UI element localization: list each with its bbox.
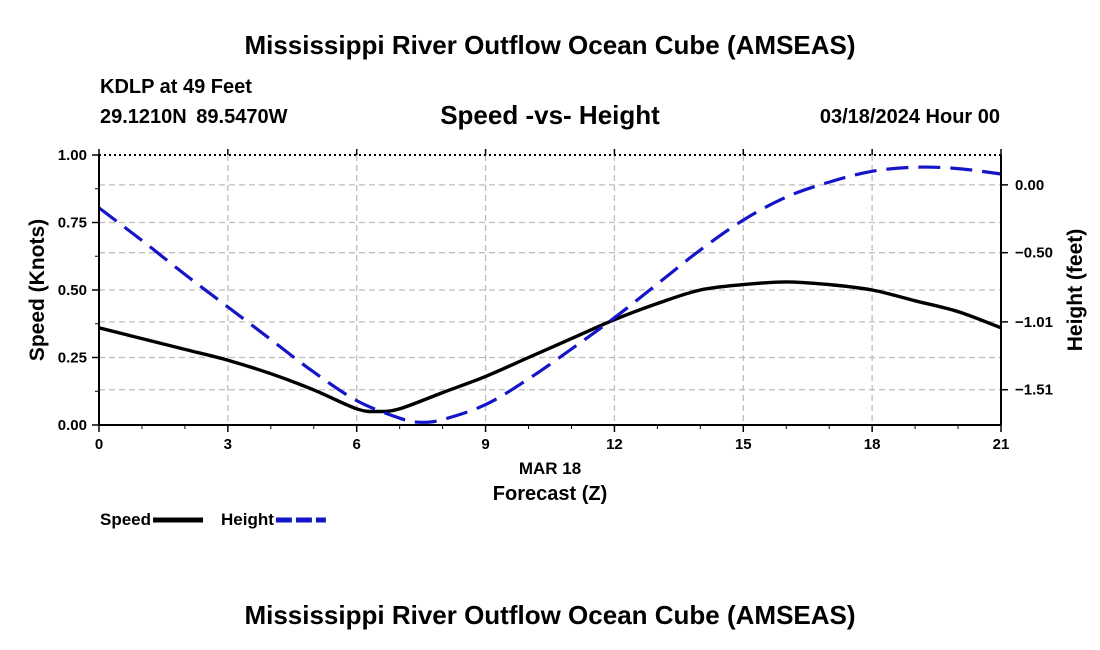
y-tick-label-right: −0.50 xyxy=(1015,245,1053,262)
x-tick-label: 12 xyxy=(606,436,623,453)
legend: Speed Height xyxy=(100,510,326,529)
x-tick-label: 6 xyxy=(353,436,361,453)
y-tick-label-left: 1.00 xyxy=(58,147,87,164)
grid-lines xyxy=(99,155,1001,425)
y-tick-label-right: −1.01 xyxy=(1015,314,1053,331)
y-tick-label-left: 0.00 xyxy=(58,417,87,434)
x-axis-title: Forecast (Z) xyxy=(493,483,607,505)
x-tick-label: 15 xyxy=(735,436,752,453)
chart-subtitle: Speed -vs- Height xyxy=(440,100,660,130)
series-line-speed xyxy=(98,280,1002,414)
x-tick-label: 0 xyxy=(95,436,103,453)
y-tick-label-left: 0.50 xyxy=(58,282,87,299)
legend-label-speed: Speed xyxy=(100,510,151,529)
series-lines xyxy=(98,165,1002,424)
y-axis-right-title: Height (feet) xyxy=(1064,229,1087,352)
x-tick-label: 18 xyxy=(864,436,881,453)
series-line-height xyxy=(98,165,1002,424)
y-axis-left-title: Speed (Knots) xyxy=(26,219,49,361)
y-tick-label-right: −1.51 xyxy=(1015,382,1053,399)
chart-footer-title: Mississippi River Outflow Ocean Cube (AM… xyxy=(244,600,856,630)
axes: 0 3 6 9 12 15 18 21 0.00 0.25 0.50 0.75 1.00 0.00 −0.5… xyxy=(58,147,1053,453)
station-label: KDLP at 49 Feet xyxy=(100,76,252,98)
legend-label-height: Height xyxy=(221,510,274,529)
y-tick-label-left: 0.25 xyxy=(58,350,87,367)
forecast-datetime: 03/18/2024 Hour 00 xyxy=(819,106,1000,128)
x-tick-label: 3 xyxy=(224,436,232,453)
x-tick-label: 21 xyxy=(993,436,1010,453)
x-date-label: MAR 18 xyxy=(519,459,581,478)
chart-main-title: Mississippi River Outflow Ocean Cube (AM… xyxy=(244,30,856,60)
x-tick-label: 9 xyxy=(481,436,489,453)
station-coordinates: 29.1210N 89.5470W xyxy=(100,106,288,128)
y-tick-label-left: 0.75 xyxy=(58,215,87,232)
y-tick-label-right: 0.00 xyxy=(1015,177,1044,194)
